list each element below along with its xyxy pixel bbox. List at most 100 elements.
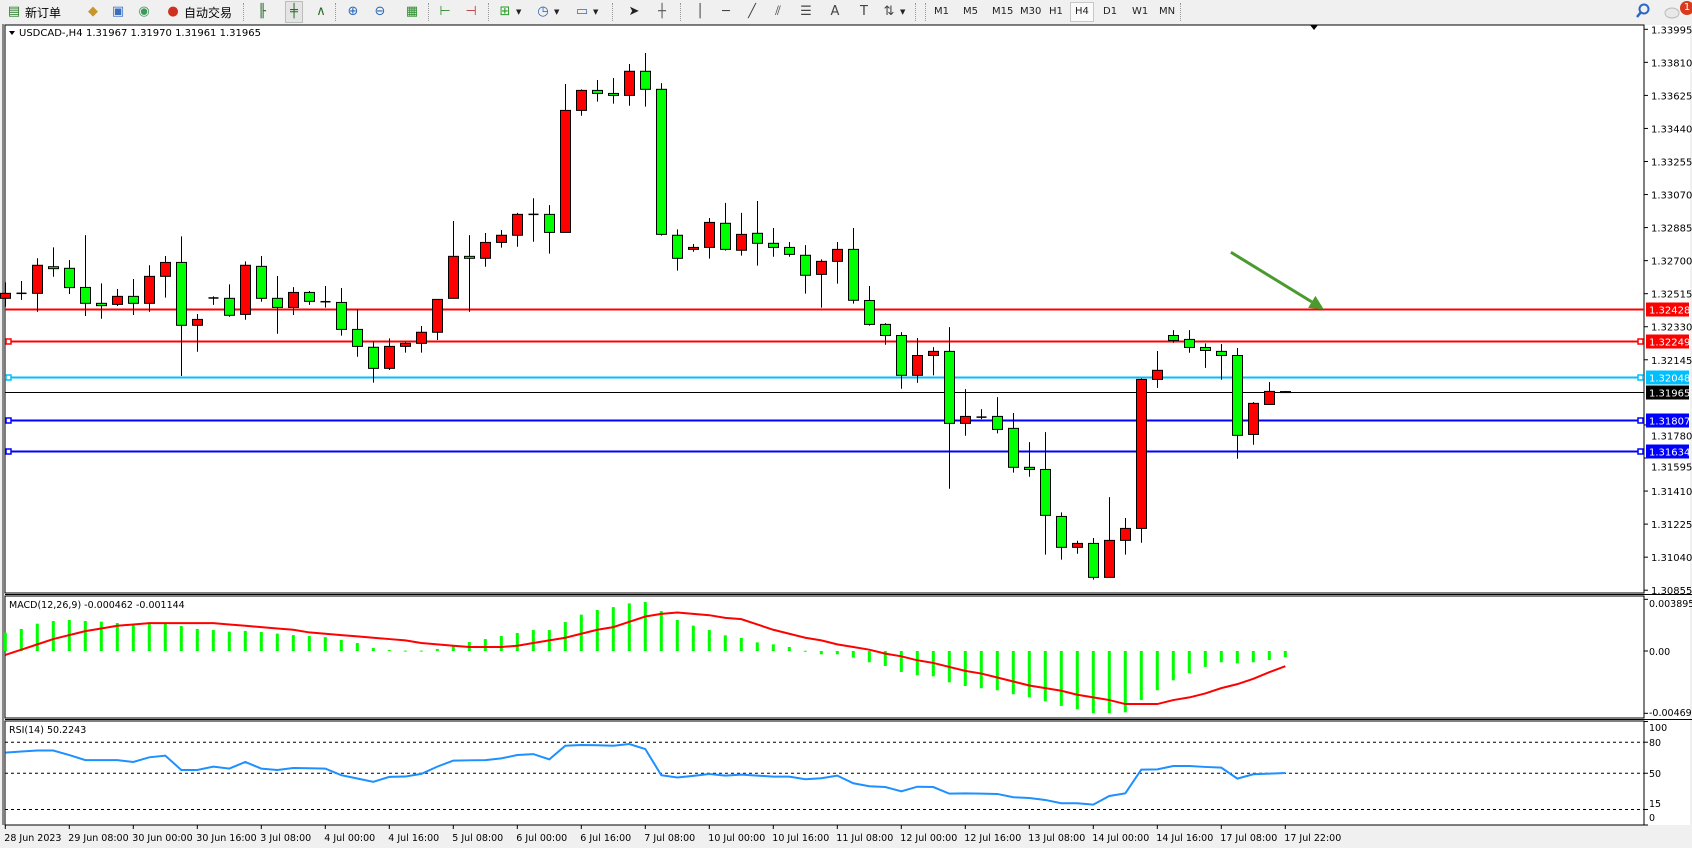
data-window-button[interactable]: ▣ xyxy=(110,2,126,22)
timeframe-mn-button[interactable]: MN xyxy=(1159,6,1176,17)
line-handle[interactable] xyxy=(1637,448,1644,455)
new-order-button[interactable]: ▤ 新订单 xyxy=(6,2,61,22)
timeframe-h4-button[interactable]: H4 xyxy=(1070,2,1094,22)
line-chart-button[interactable]: ∧ xyxy=(313,2,329,22)
line-handle[interactable] xyxy=(1637,338,1644,345)
line-handle[interactable] xyxy=(5,374,12,381)
line-handle[interactable] xyxy=(1637,374,1644,381)
collapse-triangle-icon[interactable] xyxy=(9,31,15,35)
horizontal-line-button[interactable]: ─ xyxy=(718,2,734,22)
candle xyxy=(1056,512,1067,560)
arrows-button[interactable]: ⇅ ▼ xyxy=(881,2,906,22)
macd-histogram-bar xyxy=(1171,651,1175,681)
cursor-button[interactable]: ➤ xyxy=(626,2,642,22)
metaeditor-button[interactable]: ◆ xyxy=(85,2,101,22)
candle xyxy=(224,284,235,317)
candle-body xyxy=(1136,378,1147,529)
candle xyxy=(144,265,155,312)
price-axis-label: 1.33810 xyxy=(1651,58,1692,69)
annotation-arrow-shaft[interactable] xyxy=(1230,250,1313,304)
zoom-in-button[interactable]: ⊕ xyxy=(345,2,361,22)
macd-histogram-bar xyxy=(675,619,679,651)
candle-body xyxy=(1088,542,1099,578)
price-tag-label: 1.31807 xyxy=(1649,417,1690,428)
timeframe-w1-button[interactable]: W1 xyxy=(1132,6,1149,17)
timeframe-d1-button[interactable]: D1 xyxy=(1103,6,1118,17)
timeframe-m15-button[interactable]: M15 xyxy=(992,6,1014,17)
macd-histogram-bar xyxy=(35,623,39,651)
candle-body xyxy=(1248,402,1259,435)
price-axis-label: 1.30855 xyxy=(1651,586,1692,597)
candle-body xyxy=(288,291,299,308)
timeframe-h1-button[interactable]: H1 xyxy=(1049,6,1063,17)
candle xyxy=(0,282,11,307)
notification-badge[interactable]: 1 xyxy=(1680,1,1692,15)
macd-histogram-bar xyxy=(307,636,311,651)
macd-histogram-bar xyxy=(195,628,199,651)
annotation-arrow-head-icon[interactable] xyxy=(1308,295,1324,310)
notifications-icon[interactable] xyxy=(1664,4,1680,20)
dropdown-arrow-icon[interactable]: ▼ xyxy=(900,8,906,16)
time-axis-label: 29 Jun 08:00 xyxy=(68,833,128,844)
price-tag xyxy=(1646,444,1689,459)
time-axis-label: 4 Jul 16:00 xyxy=(388,833,439,844)
button-label: 新订单 xyxy=(25,5,62,20)
candle xyxy=(608,78,619,104)
time-axis-label: 28 Jun 2023 xyxy=(4,833,61,844)
candle xyxy=(464,235,475,312)
macd-histogram-bar xyxy=(531,630,535,651)
candle-body xyxy=(1216,350,1227,356)
dropdown-arrow-icon[interactable]: ▼ xyxy=(516,8,522,16)
auto-trading-button[interactable]: ● 自动交易 xyxy=(165,2,232,22)
templates-button[interactable]: ▭ ▼ xyxy=(574,2,599,22)
dropdown-arrow-icon[interactable]: ▼ xyxy=(593,8,599,16)
tile-windows-icon: ▦ xyxy=(405,4,419,19)
candle xyxy=(624,63,635,106)
candle-body xyxy=(192,318,203,326)
rsi-axis-label: 100 xyxy=(1649,723,1667,734)
line-handle[interactable] xyxy=(5,448,12,455)
candle xyxy=(960,389,971,436)
macd-histogram-bar xyxy=(1139,651,1143,700)
line-handle[interactable] xyxy=(5,338,12,345)
tile-windows-button[interactable]: ▦ xyxy=(404,2,420,22)
candle-body xyxy=(432,298,443,333)
candle-body xyxy=(576,89,587,111)
candlestick-icon: ╪ xyxy=(290,4,298,19)
price-axis-label: 1.32700 xyxy=(1651,257,1692,268)
text-label-button[interactable]: T xyxy=(856,2,872,22)
trendline-button[interactable]: ╱ xyxy=(744,2,760,22)
zoom-out-button[interactable]: ⊖ xyxy=(372,2,388,22)
indicators-button[interactable]: ⊞ ▼ xyxy=(497,2,522,22)
dropdown-arrow-icon[interactable]: ▼ xyxy=(554,8,560,16)
line-handle[interactable] xyxy=(1637,417,1644,424)
bar-chart-button[interactable]: ╟ xyxy=(254,2,270,22)
timeframe-m1-button[interactable]: M1 xyxy=(934,6,949,17)
ohlc-readout: 1.31967 1.31970 1.31961 1.31965 xyxy=(86,28,261,39)
candlestick-chart-button[interactable]: ╪ xyxy=(285,1,303,23)
line-handle[interactable] xyxy=(5,417,12,424)
periods-button[interactable]: ◷ ▼ xyxy=(535,2,559,22)
vertical-line-button[interactable]: │ xyxy=(692,2,708,22)
fibonacci-button[interactable]: ☰ xyxy=(798,2,814,22)
crosshair-button[interactable]: ┼ xyxy=(654,2,670,22)
auto-scroll-button[interactable]: ⊣ xyxy=(463,2,479,22)
toolbar-separator xyxy=(488,3,490,21)
macd-histogram-bar xyxy=(243,630,247,651)
macd-histogram-bar xyxy=(963,651,967,687)
search-icon[interactable] xyxy=(1636,3,1650,19)
candle xyxy=(944,327,955,489)
auto-trading-icon: ● xyxy=(167,4,179,19)
equidistant-channel-button[interactable]: ⫽ xyxy=(770,2,786,22)
candle xyxy=(912,337,923,383)
text-button[interactable]: A xyxy=(827,2,843,22)
signals-button[interactable]: ◉ xyxy=(136,2,152,22)
time-axis-label: 30 Jun 16:00 xyxy=(196,833,256,844)
candle-body xyxy=(272,297,283,308)
chart-shift-marker-icon[interactable] xyxy=(1310,25,1318,30)
macd-histogram-bar xyxy=(515,632,519,651)
timeframe-m30-button[interactable]: M30 xyxy=(1020,6,1042,17)
timeframe-m5-button[interactable]: M5 xyxy=(963,6,978,17)
chart-shift-button[interactable]: ⊢ xyxy=(437,2,453,22)
